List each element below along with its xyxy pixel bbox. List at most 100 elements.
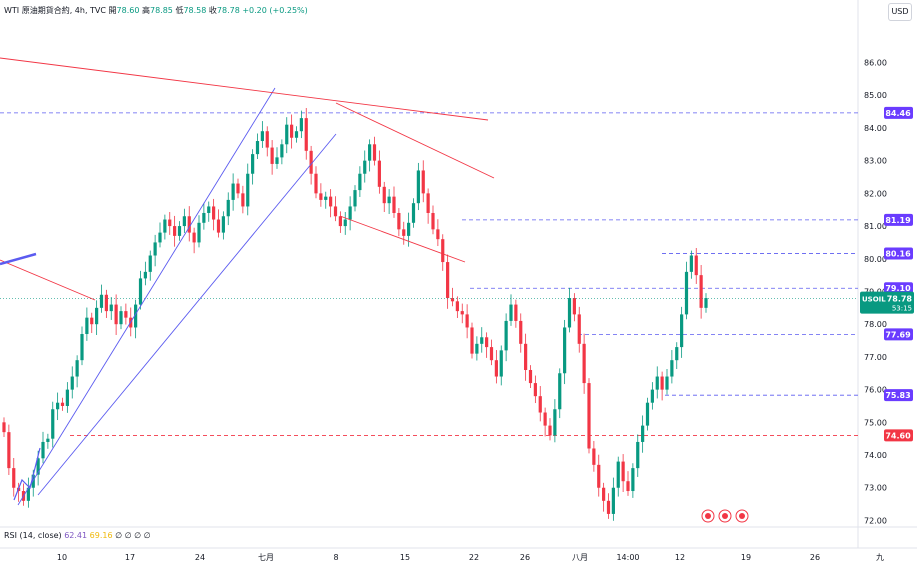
symbol-legend: WTI 原油期貨合約, 4h, TVC 開78.60 高78.85 低78.58…: [4, 5, 308, 16]
candle-body: [75, 360, 79, 377]
candle-body: [143, 271, 147, 279]
x-tick-label: 26: [810, 553, 820, 562]
rsi-ma-value: 69.16: [89, 531, 113, 540]
candle-body: [158, 232, 162, 243]
candle-body: [60, 402, 65, 406]
candle-body: [187, 216, 191, 233]
event-marker-dot: [739, 513, 745, 519]
price-level-badge: [884, 247, 913, 260]
candle-body: [694, 255, 698, 276]
open-label: 開: [108, 6, 117, 15]
x-tick-label: 17: [125, 553, 135, 562]
high-label: 高: [141, 6, 150, 15]
last-price-badge: [860, 291, 914, 314]
candle-body: [299, 118, 303, 132]
candle-body: [650, 389, 654, 403]
candle-body: [519, 320, 523, 344]
trend-line: [339, 215, 466, 263]
candle-body: [616, 461, 620, 488]
x-tick-label: 15: [400, 553, 410, 562]
candle-body: [397, 212, 401, 230]
candle-body: [704, 298, 708, 308]
candle-body: [197, 222, 201, 243]
candle-body: [641, 425, 645, 442]
candle-body: [431, 212, 435, 230]
candle-body: [246, 173, 250, 207]
candle-body: [26, 487, 30, 501]
candle-body: [319, 193, 323, 200]
candle-body: [602, 487, 606, 501]
candle-body: [592, 448, 596, 465]
candle-body: [636, 441, 640, 469]
candle-body: [441, 239, 445, 263]
y-tick-label: 74.00: [864, 451, 887, 460]
price-level-badge: [884, 389, 913, 402]
y-tick-label: 72.00: [864, 516, 887, 525]
candle-body: [626, 481, 630, 492]
candle-body: [572, 298, 576, 315]
candle-body: [597, 464, 601, 488]
candle-body: [212, 206, 216, 220]
candle-body: [460, 311, 464, 315]
y-tick-label: 75.00: [864, 418, 887, 427]
symbol-title: WTI 原油期貨合約, 4h, TVC: [4, 6, 106, 15]
candle-body: [207, 206, 211, 213]
candle-body: [168, 219, 172, 227]
candle-body: [104, 294, 108, 312]
y-tick-label: 86.00: [864, 59, 887, 68]
x-tick-label: 八月: [572, 553, 588, 562]
candle-body: [699, 275, 703, 308]
candle-body: [338, 216, 342, 227]
price-level-badge: [884, 429, 913, 442]
candle-body: [46, 438, 50, 442]
candle-body: [236, 183, 240, 194]
candle-body: [41, 441, 45, 459]
candle-body: [56, 402, 60, 410]
candle-body: [485, 337, 489, 348]
y-tick-label: 77.00: [864, 353, 887, 362]
x-tick-label: 8: [333, 553, 338, 562]
candle-body: [12, 468, 16, 488]
high-value: 78.85: [149, 6, 173, 15]
trend-line: [0, 259, 96, 301]
close-value: 78.78: [216, 6, 240, 15]
candle-body: [138, 278, 143, 305]
candle-body: [251, 154, 255, 174]
candle-body: [402, 229, 406, 236]
highlight-segment: [0, 252, 37, 266]
x-tick-label: 26: [520, 553, 530, 562]
candle-body: [631, 468, 635, 492]
candle-body: [675, 347, 679, 361]
candle-body: [645, 402, 650, 426]
currency-button[interactable]: USD: [888, 3, 912, 21]
candle-body: [489, 347, 494, 361]
candle-body: [177, 226, 182, 236]
candle-body: [387, 196, 391, 204]
candle-body: [475, 343, 479, 354]
candle-body: [216, 219, 221, 233]
candle-body: [304, 118, 308, 151]
x-tick-label: 九: [876, 553, 884, 562]
candle-body: [563, 327, 567, 374]
candle-body: [363, 160, 367, 174]
candle-body: [329, 196, 333, 207]
candle-body: [494, 360, 498, 377]
price-level-label: 80.16: [885, 250, 911, 259]
candle-body: [324, 196, 328, 200]
rsi-value: 62.41: [64, 531, 88, 540]
y-tick-label: 85.00: [864, 91, 887, 100]
price-level-badge: [884, 106, 913, 119]
candle-body: [65, 389, 69, 406]
candle-body: [51, 409, 55, 439]
price-badge-symbol: USOIL: [862, 296, 886, 304]
candle-body: [163, 219, 167, 233]
candle-body: [407, 222, 411, 236]
candle-body: [567, 298, 572, 328]
event-marker-dot: [722, 513, 728, 519]
candle-body: [436, 229, 440, 240]
candle-body: [192, 232, 196, 243]
candle-body: [538, 396, 542, 413]
trend-line: [335, 102, 495, 179]
candle-body: [606, 500, 611, 514]
